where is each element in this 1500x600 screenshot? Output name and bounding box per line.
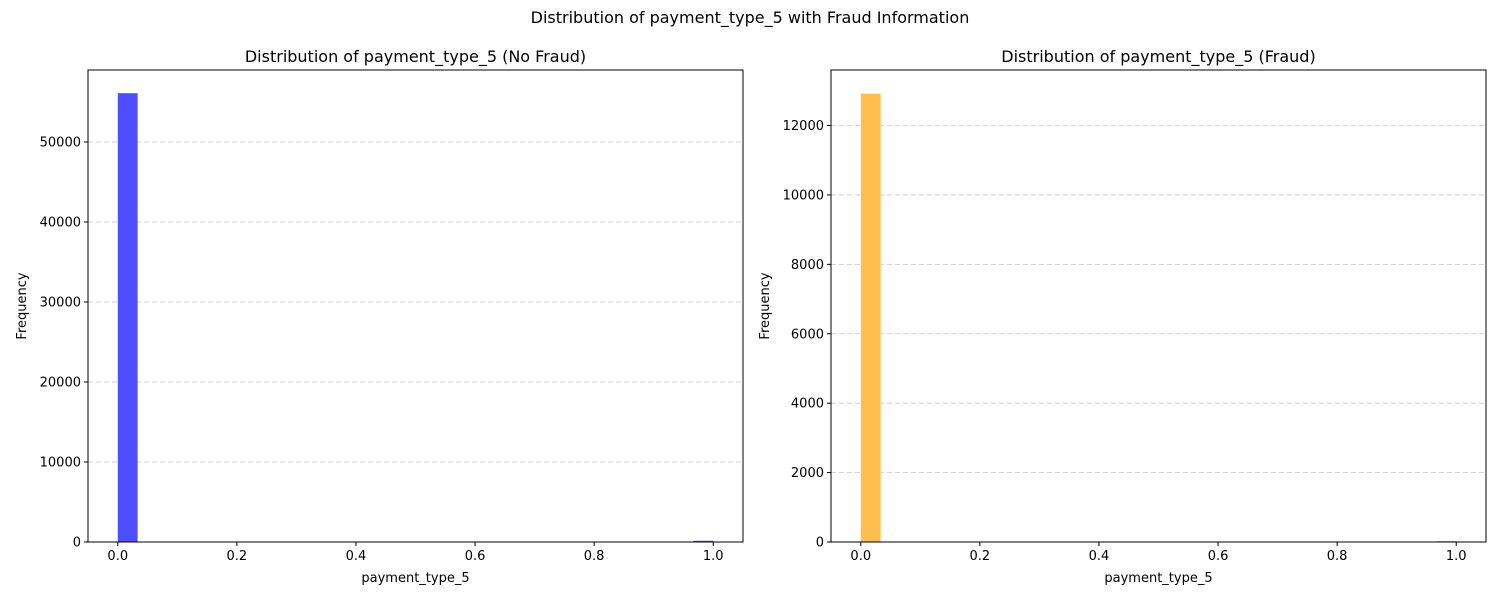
chart-2-xtick-label-1: 0.2 bbox=[970, 549, 991, 564]
chart-2-ytick-label-2: 4000 bbox=[791, 397, 824, 412]
chart-1-xtick-label-2: 0.4 bbox=[346, 549, 367, 564]
chart-1-xtick-label-3: 0.6 bbox=[465, 549, 486, 564]
chart-1-ytick-label-5: 50000 bbox=[40, 136, 81, 151]
chart-1-xtick-label-4: 0.8 bbox=[584, 549, 605, 564]
chart-2-ytick-label-0: 0 bbox=[816, 536, 824, 551]
chart-2-ytick-label-3: 6000 bbox=[791, 327, 824, 342]
chart-1-xtick-label-5: 1.0 bbox=[703, 549, 724, 564]
chart-1-ytick-label-2: 20000 bbox=[40, 376, 81, 391]
chart-2-xlabel: payment_type_5 bbox=[1104, 571, 1212, 586]
chart-2-ytick-label-1: 2000 bbox=[791, 466, 824, 481]
chart-2-xtick-label-4: 0.8 bbox=[1327, 549, 1348, 564]
chart-1-ytick-label-0: 0 bbox=[73, 536, 81, 551]
chart-2-axes-frame bbox=[830, 69, 1487, 543]
figure-title: Distribution of payment_type_5 with Frau… bbox=[530, 8, 970, 27]
chart-1-ytick-label-4: 40000 bbox=[40, 216, 81, 231]
chart-1-xtick-label-0: 0.0 bbox=[107, 549, 128, 564]
chart-2-ytick-label-6: 12000 bbox=[783, 119, 824, 134]
chart-2-ylabel: Frequency bbox=[758, 272, 773, 339]
chart-2-xtick-label-5: 1.0 bbox=[1446, 549, 1467, 564]
chart-1-ytick-label-3: 30000 bbox=[40, 296, 81, 311]
chart-1-bar-0 bbox=[117, 93, 138, 542]
chart-2-bar-1 bbox=[1436, 540, 1457, 542]
chart-1-axes-frame bbox=[87, 69, 744, 543]
chart-1-xtick-label-1: 0.2 bbox=[227, 549, 248, 564]
chart-2-title: Distribution of payment_type_5 (Fraud) bbox=[1001, 47, 1315, 67]
chart-1-bar-1 bbox=[693, 540, 714, 542]
chart-2-xtick-label-2: 0.4 bbox=[1089, 549, 1110, 564]
chart-2-ytick-label-5: 10000 bbox=[783, 188, 824, 203]
chart-2-xtick-label-3: 0.6 bbox=[1208, 549, 1229, 564]
chart-2-bar-0 bbox=[860, 93, 881, 542]
chart-1-ylabel: Frequency bbox=[15, 272, 30, 339]
chart-2-ytick-label-4: 8000 bbox=[791, 258, 824, 273]
chart-1-title: Distribution of payment_type_5 (No Fraud… bbox=[245, 47, 586, 67]
chart-1-xlabel: payment_type_5 bbox=[361, 571, 469, 586]
chart-1-ytick-label-1: 10000 bbox=[40, 456, 81, 471]
chart-2-xtick-label-0: 0.0 bbox=[850, 549, 871, 564]
